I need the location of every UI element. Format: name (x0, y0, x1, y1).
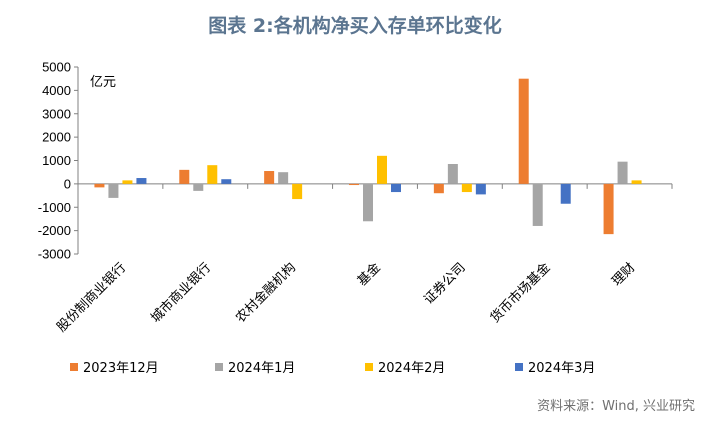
bar (221, 179, 232, 184)
category-label: 股份制商业银行 (54, 260, 129, 335)
axes: 5000 4000 3000 2000 1000 0 -1000 -2000 -3000股份制商… (38, 60, 673, 335)
category-label: 货币市场基金 (487, 260, 553, 326)
legend-label: 2024年1月 (228, 361, 295, 376)
bar (447, 164, 458, 184)
y-axis-unit: 亿元 (90, 75, 116, 90)
bars (94, 78, 656, 235)
category-label: 基金 (354, 260, 384, 290)
bar (179, 169, 190, 184)
bar (532, 183, 543, 226)
bar (292, 183, 303, 200)
bar (122, 180, 133, 184)
bar (475, 183, 486, 195)
bar (94, 183, 105, 188)
legend-swatch (515, 363, 523, 371)
bar (207, 165, 218, 184)
legend: 2023年12月 2024年1月 2024年2月 2024年3月 (70, 361, 595, 376)
bar (518, 78, 529, 184)
bar (349, 183, 359, 186)
y-tick-label: -3000 (38, 247, 71, 262)
bar (278, 172, 289, 184)
bar (377, 155, 387, 184)
category-label: 理财 (609, 260, 638, 289)
bar (461, 183, 472, 193)
y-tick-label: 2000 (42, 130, 71, 145)
bar (603, 183, 614, 235)
y-tick-label: 1000 (42, 153, 71, 168)
y-tick-label: -1000 (38, 200, 71, 215)
source-note: 资料来源：Wind, 兴业研究 (537, 399, 695, 414)
y-tick-label: 5000 (42, 60, 71, 75)
category-label: 农村金融机构 (232, 260, 298, 326)
y-tick-label: -2000 (38, 223, 71, 238)
bar (193, 183, 204, 191)
bar (631, 180, 642, 184)
legend-label: 2024年3月 (528, 361, 595, 376)
bar (391, 183, 401, 193)
category-label: 城市商业银行 (148, 260, 214, 326)
legend-swatch (365, 363, 373, 371)
y-tick-label: 3000 (42, 106, 71, 121)
y-tick-label: 4000 (42, 83, 71, 98)
bar (108, 183, 119, 198)
category-label: 证券公司 (421, 260, 469, 308)
y-tick-label: 0 (64, 176, 71, 191)
bar (363, 183, 373, 222)
bar (617, 161, 628, 184)
legend-swatch (215, 363, 223, 371)
legend-swatch (70, 363, 78, 371)
bar (136, 178, 147, 184)
legend-label: 2023年12月 (83, 361, 159, 376)
bar (264, 171, 275, 184)
bar (433, 183, 444, 194)
chart-title: 图表 2:各机构净买入存单环比变化 (208, 14, 501, 37)
bar (560, 183, 571, 204)
legend-label: 2024年2月 (378, 361, 445, 376)
